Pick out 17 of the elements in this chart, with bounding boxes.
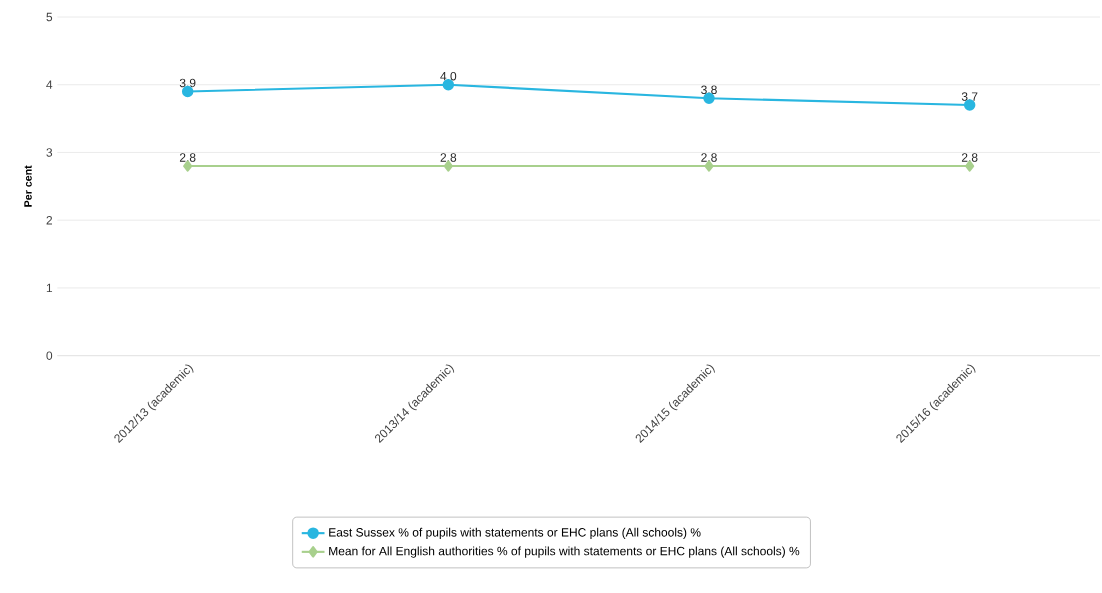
legend-label: East Sussex % of pupils with statements or EHC plans (All schools) % (329, 527, 701, 539)
legend-label: Mean for All English authorities % of pupils with statements or EHC plans (All schools) % (329, 546, 800, 558)
data-label: 4.0 (440, 71, 457, 81)
data-label: 2.8 (179, 153, 196, 162)
data-label: 3.8 (701, 85, 717, 95)
data-label: 3.7 (961, 92, 978, 101)
y-axis-title: Per cent (24, 165, 32, 207)
y-tick-label: 0 (46, 351, 53, 360)
data-label: 3.9 (179, 78, 196, 88)
data-label: 2.8 (961, 153, 978, 162)
y-tick-label: 2 (46, 216, 53, 225)
y-tick-label: 5 (46, 12, 53, 22)
y-tick-label: 1 (46, 283, 53, 293)
y-tick-label: 4 (46, 80, 53, 89)
data-label: 2.8 (440, 153, 457, 162)
data-label: 2.8 (701, 153, 717, 162)
y-tick-label: 3 (46, 148, 53, 157)
